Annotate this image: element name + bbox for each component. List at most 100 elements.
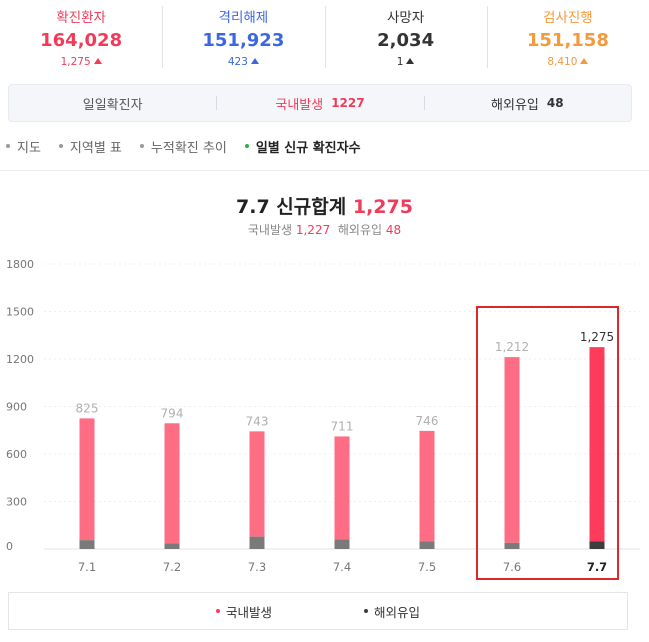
stat-delta: 1,275 (0, 56, 162, 68)
legend-dot-domestic (215, 609, 220, 613)
bar-overseas (164, 543, 180, 549)
tab-label: 지역별 표 (69, 140, 122, 156)
bar-overseas (334, 539, 350, 549)
bullet-icon (6, 144, 10, 148)
daily-cases-bar-chart: 0 300 600 900 1200 1500 1800 825 7.1 794 7.2 743 7.3… (6, 258, 640, 580)
bar-total-label: 1,275 (580, 330, 614, 344)
chart-title: 7.7 신규합계 1,275 (0, 192, 649, 219)
overseas-value: 48 (546, 96, 564, 110)
daily-confirmed-label: 일일확진자 (9, 85, 216, 121)
bar-domestic (79, 418, 95, 541)
stat-value: 151,158 (526, 30, 609, 51)
tab-map[interactable]: 지도 (6, 136, 41, 156)
domestic-label: 국내발생 (275, 97, 324, 113)
bar-total-label: 825 (76, 401, 99, 415)
bar-overseas (419, 541, 435, 549)
overseas-breakdown: 해외유입 48 (423, 85, 631, 121)
bar-overseas (79, 540, 95, 549)
subtitle-overseas-value: 48 (385, 223, 402, 237)
stat-delta: 1 (325, 56, 487, 68)
bar-domestic (504, 357, 520, 543)
stat-confirmed: 확진환자 164,028 1,275 (0, 0, 162, 80)
tab-label: 누적확진 추이 (150, 140, 227, 156)
section-divider (0, 170, 649, 171)
tab-region-table[interactable]: 지역별 표 (58, 136, 122, 156)
bar-domestic (334, 436, 350, 540)
x-tick-label: 7.5 (418, 560, 436, 574)
stat-delta-value: 1,275 (60, 56, 91, 68)
y-tick-label: 900 (6, 401, 27, 414)
domestic-value: 1227 (331, 96, 365, 110)
y-tick-label: 600 (6, 448, 27, 461)
tab-label: 일별 신규 확진자수 (255, 140, 361, 156)
y-tick-label: 1800 (6, 258, 34, 271)
stat-label: 확진환자 (56, 10, 106, 26)
y-tick-label: 1500 (6, 306, 34, 319)
stat-label: 사망자 (386, 10, 425, 26)
highlight-box (476, 306, 619, 580)
tab-label: 지도 (17, 140, 41, 156)
legend-item-overseas[interactable]: 해외유입 (364, 602, 420, 621)
x-tick-label: 7.1 (78, 560, 96, 574)
x-tick-label: 7.2 (163, 560, 181, 574)
stat-deaths: 사망자 2,034 1 (324, 0, 487, 80)
legend-label-domestic: 국내발생 (225, 604, 272, 620)
subtitle-domestic-label: 국내발생 (247, 223, 293, 237)
bullet-icon (58, 144, 63, 148)
stat-testing: 검사진행 151,158 8,410 (486, 0, 649, 80)
up-triangle-icon (93, 58, 102, 64)
bar-overseas (504, 542, 520, 549)
bar-domestic (249, 431, 265, 537)
stat-delta-value: 423 (227, 56, 248, 68)
x-tick-label: 7.6 (503, 560, 521, 574)
bar-total-label: 794 (161, 406, 184, 420)
domestic-breakdown: 국내발생 1227 (216, 85, 423, 121)
tab-daily-new-cases[interactable]: 일별 신규 확진자수 (244, 136, 361, 156)
overseas-label: 해외유입 (491, 97, 539, 113)
x-tick-label: 7.4 (333, 560, 351, 574)
stat-label: 격리해제 (218, 10, 269, 26)
x-tick-label: 7.3 (248, 560, 266, 574)
bar-overseas (589, 541, 605, 549)
subtitle-overseas-label: 해외유입 (337, 223, 383, 237)
stat-delta-value: 8,410 (547, 56, 578, 68)
chart-subtitle: 국내발생 1,227 해외유입 48 (0, 221, 649, 238)
stat-delta: 8,410 (487, 56, 649, 68)
chart-title-text: 7.7 신규합계 (236, 196, 347, 218)
bullet-icon (139, 144, 144, 148)
stats-summary: 확진환자 164,028 1,275 격리해제 151,923 423 사망자 … (0, 0, 649, 80)
x-tick-label: 7.7 (587, 560, 607, 574)
y-tick-label: 1200 (6, 353, 34, 366)
tab-cumulative-trend[interactable]: 누적확진 추이 (139, 136, 227, 156)
y-tick-label: 0 (6, 540, 13, 553)
daily-label-text: 일일확진자 (82, 97, 143, 113)
up-triangle-icon (406, 58, 415, 64)
chart-title-value: 1,275 (352, 196, 413, 218)
bar-domestic (419, 430, 435, 542)
chart-view-tabs: 지도 지역별 표 누적확진 추이 일별 신규 확진자수 (6, 136, 379, 156)
bar-total-label: 711 (331, 419, 354, 433)
bar-overseas (249, 536, 265, 549)
bullet-icon (244, 144, 249, 148)
legend-item-domestic[interactable]: 국내발생 (215, 602, 272, 621)
bar-total-label: 1,212 (495, 340, 529, 354)
stat-released: 격리해제 151,923 423 (162, 0, 324, 80)
stat-delta-value: 1 (396, 56, 404, 68)
stat-value: 151,923 (202, 30, 285, 51)
legend-label-overseas: 해외유입 (374, 604, 421, 620)
up-triangle-icon (580, 58, 589, 64)
bar-domestic (589, 347, 605, 542)
subtitle-domestic-value: 1,227 (295, 223, 331, 237)
chart-legend: 국내발생 해외유입 (8, 592, 628, 630)
up-triangle-icon (250, 58, 259, 64)
bar-domestic (164, 423, 180, 544)
stat-value: 2,034 (377, 30, 435, 51)
bar-total-label: 746 (416, 414, 439, 428)
stat-label: 검사진행 (543, 10, 593, 26)
legend-dot-overseas (364, 609, 368, 613)
y-tick-label: 300 (6, 496, 27, 509)
stat-value: 164,028 (40, 30, 123, 51)
bar-total-label: 743 (246, 414, 269, 428)
stat-delta: 423 (162, 56, 324, 68)
daily-breakdown-bar: 일일확진자 국내발생 1227 해외유입 48 (8, 84, 632, 122)
